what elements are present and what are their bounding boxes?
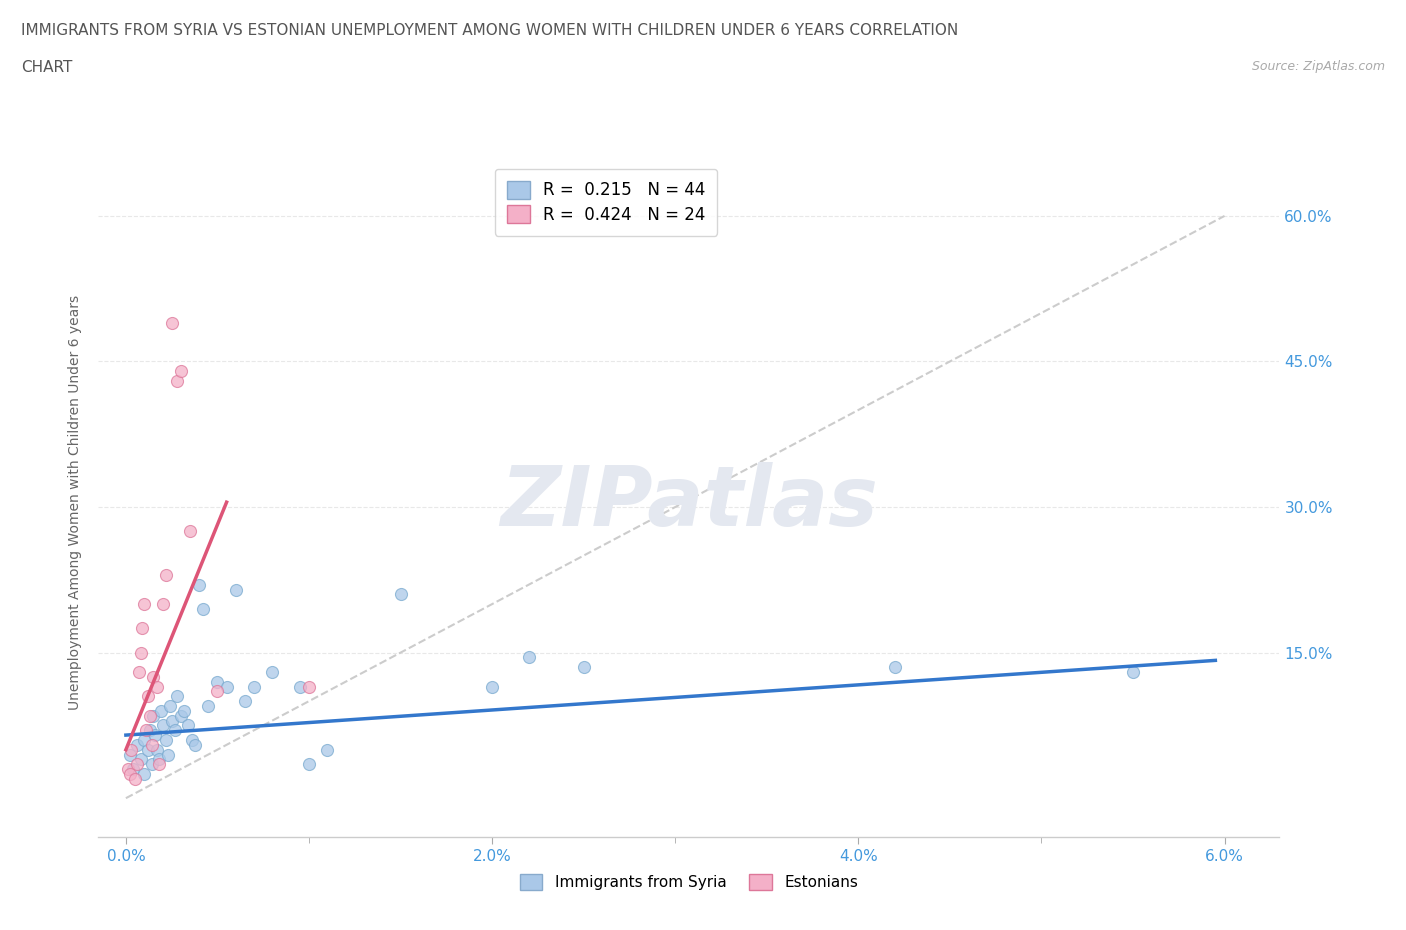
Point — [124, 771, 146, 786]
Point — [262, 665, 284, 680]
Point — [572, 659, 595, 674]
Point — [149, 703, 172, 718]
Point — [298, 757, 321, 772]
Point — [166, 374, 188, 389]
Point — [243, 679, 266, 694]
Point — [141, 757, 163, 772]
Point — [143, 727, 166, 742]
Point — [125, 737, 148, 752]
Point — [129, 645, 152, 660]
Point — [225, 582, 247, 597]
Y-axis label: Unemployment Among Women with Children Under 6 years: Unemployment Among Women with Children U… — [69, 295, 83, 710]
Point — [146, 679, 169, 694]
Point — [118, 766, 141, 781]
Point — [215, 679, 238, 694]
Point — [389, 587, 412, 602]
Point — [134, 766, 156, 781]
Point — [316, 742, 339, 757]
Point — [135, 723, 157, 737]
Point — [1122, 665, 1144, 680]
Point — [160, 713, 183, 728]
Text: ZIPatlas: ZIPatlas — [501, 461, 877, 543]
Point — [884, 659, 907, 674]
Point — [134, 597, 156, 612]
Point — [207, 674, 229, 689]
Point — [141, 737, 163, 752]
Point — [142, 709, 165, 724]
Point — [120, 742, 142, 757]
Point — [177, 718, 200, 733]
Point — [136, 689, 159, 704]
Point — [233, 694, 256, 709]
Point — [148, 757, 170, 772]
Point — [188, 578, 211, 592]
Point — [170, 364, 193, 379]
Point — [136, 742, 159, 757]
Text: CHART: CHART — [21, 60, 73, 75]
Point — [170, 709, 193, 724]
Point — [197, 698, 219, 713]
Point — [155, 733, 177, 748]
Text: Source: ZipAtlas.com: Source: ZipAtlas.com — [1251, 60, 1385, 73]
Point — [155, 567, 177, 582]
Point — [131, 621, 153, 636]
Text: IMMIGRANTS FROM SYRIA VS ESTONIAN UNEMPLOYMENT AMONG WOMEN WITH CHILDREN UNDER 6: IMMIGRANTS FROM SYRIA VS ESTONIAN UNEMPL… — [21, 23, 959, 38]
Point — [117, 762, 139, 777]
Point — [125, 757, 148, 772]
Point — [134, 733, 156, 748]
Point — [481, 679, 503, 694]
Point — [517, 650, 540, 665]
Point — [152, 718, 174, 733]
Point — [165, 723, 187, 737]
Point — [129, 752, 152, 767]
Point — [148, 752, 170, 767]
Point — [298, 679, 321, 694]
Point — [180, 733, 202, 748]
Point — [191, 602, 214, 617]
Legend: Immigrants from Syria, Estonians: Immigrants from Syria, Estonians — [513, 868, 865, 897]
Point — [166, 689, 188, 704]
Point — [118, 747, 141, 762]
Point — [288, 679, 311, 694]
Point — [142, 670, 165, 684]
Point — [173, 703, 195, 718]
Point — [138, 709, 160, 724]
Point — [122, 762, 145, 777]
Point — [152, 597, 174, 612]
Point — [128, 665, 150, 680]
Point — [159, 698, 181, 713]
Point — [146, 742, 169, 757]
Point — [207, 684, 229, 698]
Point — [179, 524, 201, 538]
Point — [184, 737, 207, 752]
Point — [138, 723, 160, 737]
Point — [160, 315, 183, 330]
Point — [156, 747, 179, 762]
